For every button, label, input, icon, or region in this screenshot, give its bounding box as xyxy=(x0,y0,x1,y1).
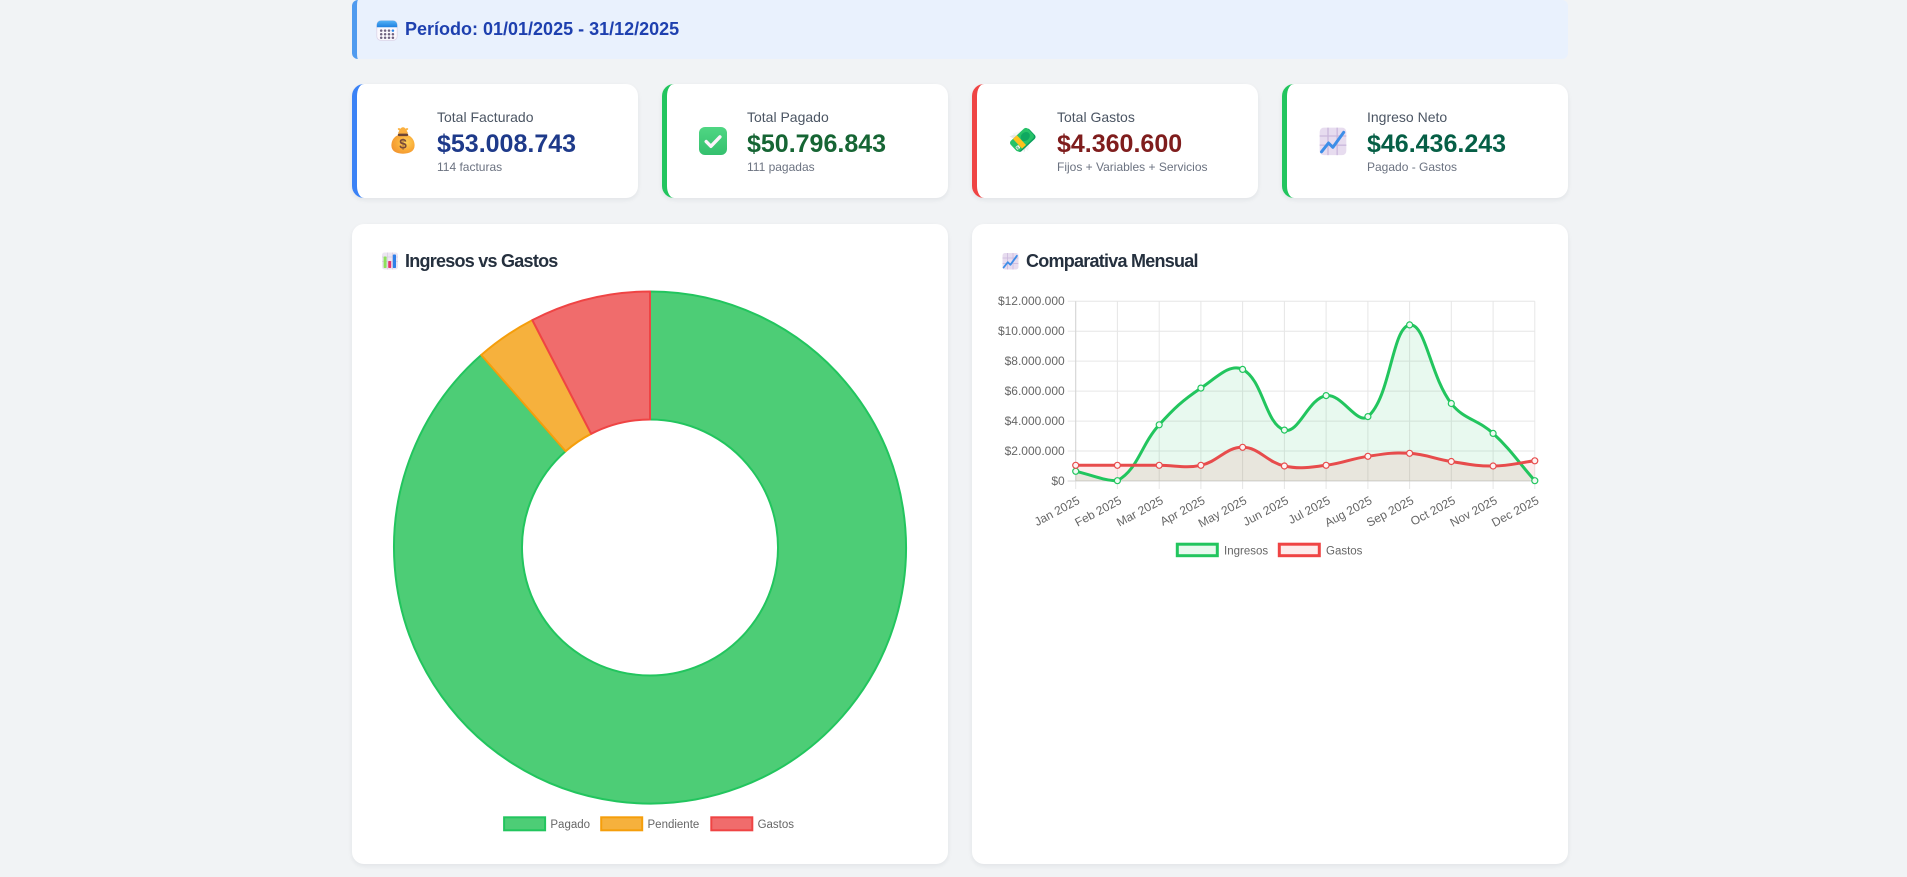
svg-text:$2.000.000: $2.000.000 xyxy=(1005,444,1065,458)
svg-text:Ingresos: Ingresos xyxy=(1224,546,1268,558)
svg-text:Gastos: Gastos xyxy=(1326,546,1363,558)
svg-text:Pagado: Pagado xyxy=(550,819,590,831)
svg-text:Pendiente: Pendiente xyxy=(648,819,700,831)
svg-text:$4.000.000: $4.000.000 xyxy=(1005,414,1065,428)
svg-text:$0: $0 xyxy=(1051,474,1065,488)
svg-text:Feb 2025: Feb 2025 xyxy=(1072,493,1124,529)
svg-text:May 2025: May 2025 xyxy=(1196,493,1249,530)
svg-text:$8.000.000: $8.000.000 xyxy=(1005,354,1065,368)
svg-text:$10.000.000: $10.000.000 xyxy=(998,324,1065,338)
svg-text:Gastos: Gastos xyxy=(758,819,795,831)
svg-text:Mar 2025: Mar 2025 xyxy=(1114,493,1166,529)
svg-text:$: $ xyxy=(1016,146,1020,150)
svg-text:$: $ xyxy=(399,137,407,152)
svg-text:Dec 2025: Dec 2025 xyxy=(1489,493,1541,530)
svg-text:$12.000.000: $12.000.000 xyxy=(998,294,1065,308)
svg-text:Sep 2025: Sep 2025 xyxy=(1364,493,1416,530)
svg-text:$6.000.000: $6.000.000 xyxy=(1005,384,1065,398)
svg-text:Jun 2025: Jun 2025 xyxy=(1241,493,1291,529)
